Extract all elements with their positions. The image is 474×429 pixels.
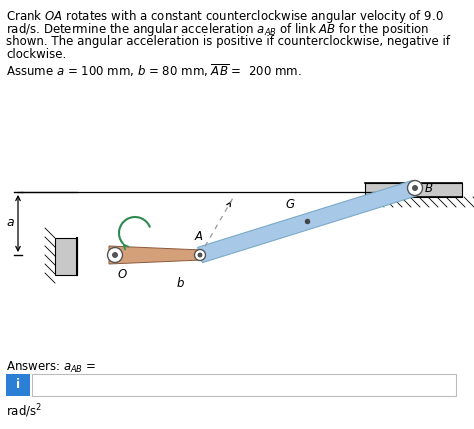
Text: b: b (176, 277, 184, 290)
Text: rad/s$^2$: rad/s$^2$ (6, 402, 42, 420)
Circle shape (194, 250, 206, 260)
Circle shape (412, 185, 418, 190)
FancyBboxPatch shape (6, 374, 30, 396)
Polygon shape (109, 246, 202, 264)
Text: B: B (425, 181, 433, 194)
Circle shape (408, 181, 422, 196)
Text: clockwise.: clockwise. (6, 48, 66, 61)
Circle shape (305, 219, 310, 224)
Polygon shape (55, 238, 77, 275)
Text: G: G (285, 199, 295, 211)
Text: Assume $a$ = 100 mm, $b$ = 80 mm, $\overline{AB}$ =  200 mm.: Assume $a$ = 100 mm, $b$ = 80 mm, $\over… (6, 62, 302, 79)
Text: A: A (195, 230, 203, 243)
Text: a: a (6, 217, 14, 230)
Circle shape (108, 248, 122, 263)
FancyBboxPatch shape (32, 374, 456, 396)
Text: Answers: $a_{AB}$ =: Answers: $a_{AB}$ = (6, 360, 96, 375)
Circle shape (112, 253, 118, 257)
Circle shape (198, 253, 202, 257)
Text: O: O (118, 268, 127, 281)
Text: i: i (16, 378, 20, 392)
Polygon shape (198, 180, 418, 263)
Polygon shape (365, 183, 462, 197)
Text: shown. The angular acceleration is positive if counterclockwise, negative if: shown. The angular acceleration is posit… (6, 35, 450, 48)
Text: Crank $OA$ rotates with a constant counterclockwise angular velocity of 9.0: Crank $OA$ rotates with a constant count… (6, 8, 444, 25)
Text: rad/s. Determine the angular acceleration $a_{AB}$ of link $AB$ for the position: rad/s. Determine the angular acceleratio… (6, 21, 429, 39)
